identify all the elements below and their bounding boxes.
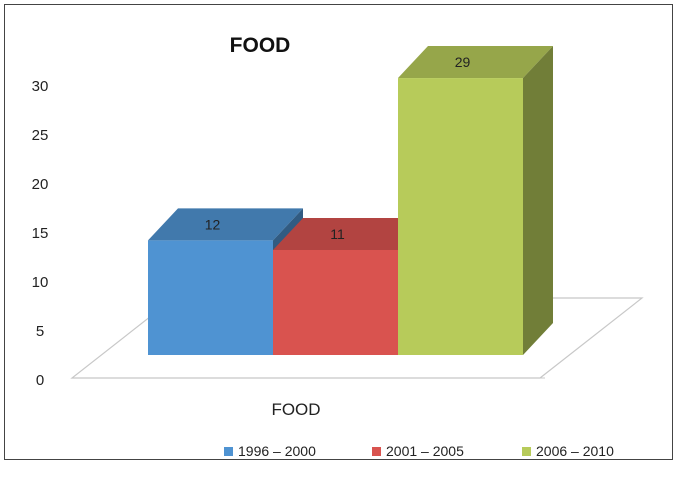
category-label: FOOD [271,400,320,419]
legend-swatch [522,447,531,456]
legend-item: 2001 – 2005 [372,443,464,459]
y-tick-label: 0 [36,372,44,389]
bar-top [148,208,303,241]
bar-front [398,78,523,356]
chart-title: FOOD [230,34,291,57]
bar-side [523,46,553,356]
y-tick-label: 10 [32,274,49,291]
bar-top [398,46,553,79]
data-label: 11 [330,226,345,242]
y-tick-label: 15 [32,225,49,242]
y-tick-label: 5 [36,323,44,340]
legend-label: 2001 – 2005 [386,443,464,459]
y-tick-label: 25 [32,127,49,144]
legend-label: 1996 – 2000 [238,443,316,459]
bar-front [273,249,398,355]
bar-3 [398,46,553,356]
chart-floor [70,297,644,379]
legend-swatch [224,447,233,456]
y-tick-label: 30 [32,78,49,95]
legend-item: 2006 – 2010 [522,443,614,459]
bar-top [273,217,428,250]
legend-item: 1996 – 2000 [224,443,316,459]
bar-front [148,240,273,355]
data-label: 29 [455,54,471,70]
legend-swatch [372,447,381,456]
legend-label: 2006 – 2010 [536,443,614,459]
data-label: 12 [205,216,221,232]
y-tick-label: 20 [32,176,49,193]
